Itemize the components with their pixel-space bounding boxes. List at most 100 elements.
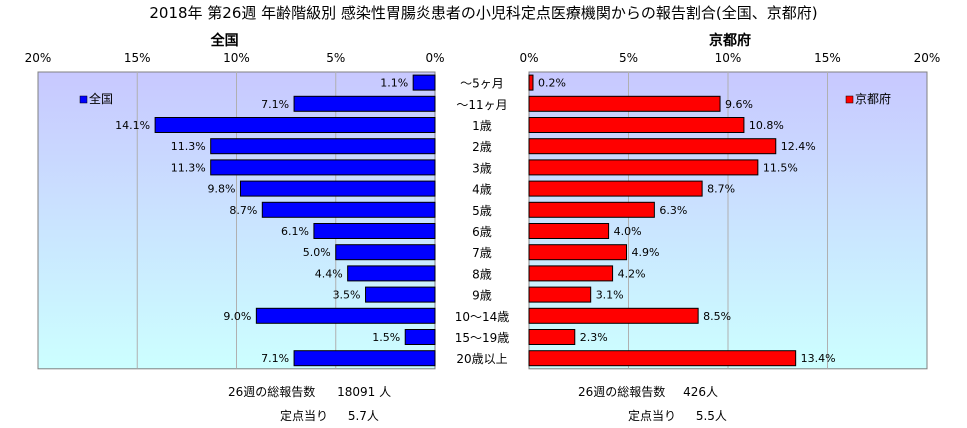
kyoto-tick-label: 20% (914, 51, 941, 65)
kyoto-per-line: 定点当り 5.5人 (628, 407, 727, 424)
national-tick-label: 5% (326, 51, 345, 65)
kyoto-value-label: 4.2% (618, 267, 646, 280)
kyoto-per-label: 定点当り (628, 409, 677, 423)
national-bar (255, 307, 436, 324)
kyoto-bar (528, 350, 797, 367)
age-category-label: 6歳 (472, 225, 492, 239)
national-tick-label: 15% (124, 51, 151, 65)
age-category-label: 1歳 (472, 119, 492, 133)
kyoto-bar (528, 244, 628, 261)
kyoto-value-label: 8.7% (707, 183, 735, 196)
kyoto-bar (528, 74, 534, 91)
kyoto-value-label: 9.6% (725, 98, 753, 111)
national-value-label: 8.7% (229, 204, 257, 217)
kyoto-tick-label: 15% (814, 51, 841, 65)
national-value-label: 4.4% (315, 267, 343, 280)
national-per-label: 定点当り (280, 409, 329, 423)
age-category-label: 〜5ヶ月 (460, 77, 504, 91)
kyoto-bar (528, 265, 614, 282)
kyoto-per-value: 5.5人 (695, 409, 727, 423)
kyoto-value-label: 8.5% (703, 310, 731, 323)
national-bar (261, 201, 436, 218)
national-legend-swatch (79, 95, 88, 104)
kyoto-total-label: 26週の総報告数 (578, 385, 666, 399)
kyoto-bar (528, 138, 777, 155)
national-bar (293, 95, 436, 112)
national-bar (210, 159, 436, 176)
national-bar (210, 138, 436, 155)
national-value-label: 3.5% (333, 289, 361, 302)
national-value-label: 1.1% (380, 77, 408, 90)
age-category-label: 8歳 (472, 267, 492, 281)
national-value-label: 7.1% (261, 352, 289, 365)
national-per-line: 定点当り 5.7人 (280, 407, 379, 424)
national-per-value: 5.7人 (347, 409, 379, 423)
age-category-label: 7歳 (472, 246, 492, 260)
kyoto-bar (528, 159, 759, 176)
national-bar (365, 286, 436, 303)
age-category-label: 10〜14歳 (455, 310, 510, 324)
national-panel-title: 全国 (210, 32, 239, 49)
national-bar (313, 223, 436, 239)
national-value-label: 5.0% (303, 246, 331, 259)
age-category-label: 15〜19歳 (455, 331, 510, 345)
national-bar (335, 244, 436, 261)
age-category-label: 2歳 (472, 140, 492, 154)
national-bar (293, 350, 436, 367)
kyoto-bar (528, 95, 721, 112)
kyoto-value-label: 4.0% (614, 225, 642, 238)
national-value-label: 7.1% (261, 98, 289, 111)
kyoto-value-label: 13.4% (801, 352, 836, 365)
age-category-label: 9歳 (472, 289, 492, 303)
national-panel: 20% 15% 10% 5% 0%全国1.1%7.1%14.1%11.3%11.3%9.… (25, 32, 445, 370)
kyoto-total-line: 26週の総報告数 426人 (578, 383, 718, 400)
national-bar (347, 265, 436, 282)
national-value-label: 9.0% (223, 310, 251, 323)
kyoto-tick-label: 0% (519, 51, 538, 65)
kyoto-bar (528, 223, 610, 239)
age-category-label: 3歳 (472, 161, 492, 175)
kyoto-value-label: 3.1% (596, 289, 624, 302)
age-category-label: 20歳以上 (456, 352, 507, 366)
national-bar (154, 117, 436, 133)
kyoto-total-value: 426人 (683, 385, 719, 399)
kyoto-panel-title: 京都府 (709, 32, 751, 49)
national-total-label: 26週の総報告数 (228, 385, 316, 399)
kyoto-bar (528, 286, 592, 303)
national-value-label: 11.3% (171, 161, 206, 174)
national-bar (412, 74, 436, 91)
age-category-label: 〜11ヶ月 (456, 98, 507, 112)
national-tick-label: 20% (25, 51, 52, 65)
national-value-label: 1.5% (372, 331, 400, 344)
national-value-label: 6.1% (281, 225, 309, 238)
kyoto-bar (528, 201, 655, 218)
chart-title: 2018年 第26週 年齢階級別 感染性胃腸炎患者の小児科定点医療機関からの報告… (149, 4, 818, 22)
kyoto-bar (528, 329, 576, 345)
age-category-label: 4歳 (472, 183, 492, 197)
kyoto-value-label: 10.8% (749, 119, 784, 132)
national-tick-label: 10% (223, 51, 250, 65)
kyoto-panel: 0% 5% 10% 15% 20% 京都府 0.2% 9.6% 10.8% 12.4% 11.5% 8… (519, 32, 941, 370)
national-value-label: 11.3% (171, 140, 206, 153)
national-value-label: 14.1% (115, 119, 150, 132)
kyoto-tick-label: 10% (715, 51, 742, 65)
age-category-labels: 〜5ヶ月〜11ヶ月 1歳 2歳 3歳 4歳 5歳 6歳 7歳 8歳 9歳 10〜14歳 15〜19歳 2… (455, 77, 510, 367)
kyoto-legend-swatch (845, 95, 854, 104)
kyoto-value-label: 4.9% (632, 246, 660, 259)
national-legend-label: 全国 (89, 91, 113, 106)
kyoto-bar (528, 117, 745, 133)
kyoto-tick-label: 5% (619, 51, 638, 65)
national-total-value: 18091 人 (337, 385, 392, 399)
national-bar (404, 329, 436, 345)
kyoto-value-label: 0.2% (538, 77, 566, 90)
kyoto-bar (528, 307, 699, 324)
kyoto-legend-label: 京都府 (855, 91, 891, 106)
kyoto-value-label: 2.3% (580, 331, 608, 344)
kyoto-value-label: 11.5% (763, 161, 798, 174)
national-tick-label: 0% (425, 51, 444, 65)
national-total-line: 26週の総報告数 18091 人 (228, 383, 391, 400)
kyoto-value-label: 12.4% (781, 140, 816, 153)
kyoto-value-label: 6.3% (659, 204, 687, 217)
national-value-label: 9.8% (208, 183, 236, 196)
